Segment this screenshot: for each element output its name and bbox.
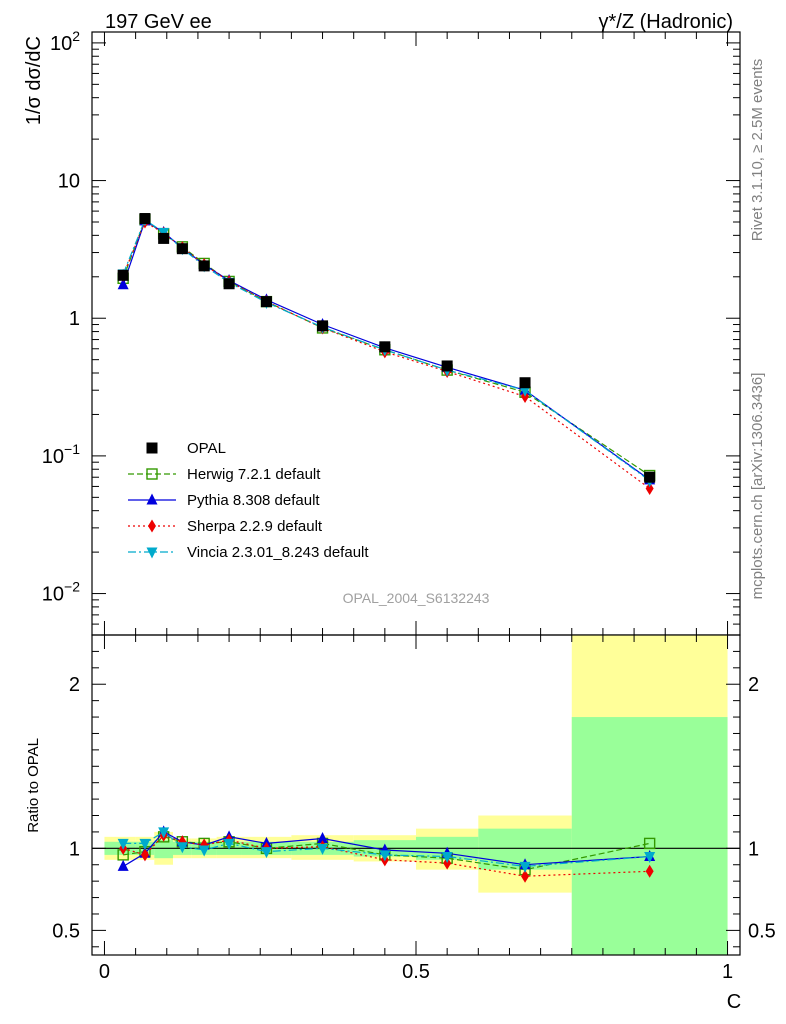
data-point <box>139 838 151 850</box>
data-point <box>139 213 151 225</box>
main-y-axis-label: 1/σ dσ/dC <box>23 36 45 125</box>
y-tick-label: 1 <box>69 838 80 860</box>
data-point <box>519 861 531 873</box>
y-tick-label: 0.5 <box>52 920 80 942</box>
series-line-herwig-7-2-1-default <box>123 836 650 871</box>
data-point <box>317 831 329 843</box>
y-tick-label: 10−1 <box>42 441 80 468</box>
legend-entry-herwig-7-2-1-default: Herwig 7.2.1 default <box>128 466 321 483</box>
data-point <box>645 481 654 495</box>
x-tick-label: 0.5 <box>402 961 430 983</box>
data-point <box>198 260 210 272</box>
data-point <box>140 848 149 862</box>
y-tick-label: 1 <box>69 308 80 330</box>
series-line-vincia-2-3-01-8-243-default <box>122 218 651 482</box>
data-point <box>158 232 170 244</box>
data-point <box>176 243 188 255</box>
data-point <box>117 278 129 290</box>
x-tick-label: 0 <box>99 961 110 983</box>
x-axis-label: C <box>727 991 741 1013</box>
data-point <box>645 864 654 878</box>
data-point <box>441 852 453 864</box>
data-point <box>317 843 329 855</box>
x-tick-label: 1 <box>722 961 733 983</box>
data-point <box>379 850 391 862</box>
data-point <box>260 296 272 308</box>
stat-uncertainty-band <box>571 717 728 955</box>
data-point <box>521 869 530 883</box>
data-point <box>379 341 391 353</box>
legend-marker <box>146 442 158 454</box>
series-vincia-2-3-01-8-243-default <box>117 827 656 873</box>
main-panel-axes: 10−2 10−1 1 10 102 <box>42 28 741 636</box>
y-tick-label-right: 2 <box>748 674 759 696</box>
data-point <box>223 838 235 850</box>
legend-label: OPAL <box>187 440 226 457</box>
y-tick-label: 10 <box>58 171 80 193</box>
legend-label: Sherpa 2.2.9 default <box>187 518 323 535</box>
data-point <box>223 278 235 290</box>
legend-marker <box>146 468 158 480</box>
data-point <box>644 852 656 864</box>
energy-label: 197 GeV ee <box>105 11 212 33</box>
legend-entry-pythia-8-308-default: Pythia 8.308 default <box>128 492 320 509</box>
legend-marker <box>146 493 158 505</box>
y-tick-label: 10−2 <box>42 579 80 606</box>
data-point <box>117 859 129 871</box>
data-point <box>317 320 329 332</box>
data-point <box>644 471 656 483</box>
y-tick-label-right: 0.5 <box>748 920 776 942</box>
ratio-panel-data <box>92 825 740 883</box>
legend-marker <box>146 547 158 559</box>
legend-entry-sherpa-2-2-9-default: Sherpa 2.2.9 default <box>128 518 323 535</box>
data-point <box>443 856 452 870</box>
main-panel-data <box>117 213 656 495</box>
ratio-panel-axes: 0.5 0.5 1 1 2 2 0 0.5 1 <box>52 634 776 983</box>
data-point <box>176 842 188 854</box>
y-tick-label: 102 <box>50 28 80 55</box>
process-label: γ*/Z (Hadronic) <box>599 11 733 33</box>
data-point <box>198 845 210 857</box>
stat-uncertainty-band <box>154 840 173 859</box>
series-line-vincia-2-3-01-8-243-default <box>123 831 650 868</box>
y-tick-label-right: 1 <box>748 838 759 860</box>
legend-label: Herwig 7.2.1 default <box>187 466 321 483</box>
data-point <box>519 385 531 397</box>
y-tick-label: 2 <box>69 674 80 696</box>
ratio-uncertainty-bands <box>104 635 728 955</box>
legend-entry-vincia-2-3-01-8-243-default: Vincia 2.3.01_8.243 default <box>128 544 369 561</box>
data-point <box>519 377 531 389</box>
series-line-sherpa-2-2-9-default <box>123 834 650 877</box>
analysis-label: OPAL_2004_S6132243 <box>343 590 490 606</box>
legend-label: Vincia 2.3.01_8.243 default <box>187 544 369 561</box>
ratio-y-axis-label: Ratio to OPAL <box>25 738 42 833</box>
mcplots-label: mcplots.cern.ch [arXiv:1306.3436] <box>749 373 766 600</box>
series-opal <box>117 213 656 483</box>
data-point <box>117 269 129 281</box>
rivet-version-label: Rivet 3.1.10, ≥ 2.5M events <box>749 59 766 242</box>
legend-label: Pythia 8.308 default <box>187 492 320 509</box>
data-point <box>260 847 272 859</box>
legend: OPAL Herwig 7.2.1 default Pythia 8.308 def… <box>128 440 369 561</box>
legend-entry-opal: OPAL <box>146 440 226 457</box>
legend-marker <box>148 519 156 533</box>
data-point <box>117 838 129 850</box>
data-point <box>643 837 656 850</box>
data-point <box>441 360 453 372</box>
data-point <box>158 827 170 839</box>
